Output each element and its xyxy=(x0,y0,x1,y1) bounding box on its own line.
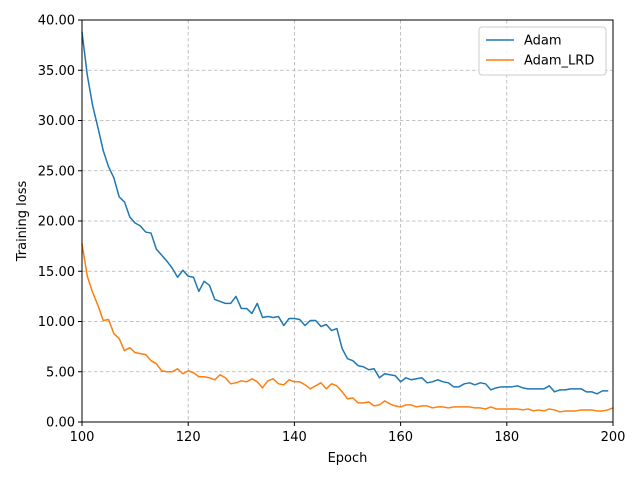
series-layer xyxy=(81,31,614,413)
series-line-adam xyxy=(81,31,609,395)
x-tick-label: 100 xyxy=(70,430,95,445)
y-tick-label: 40.00 xyxy=(38,14,75,29)
y-tick-label: 0.00 xyxy=(46,416,75,431)
grid-layer xyxy=(82,20,613,422)
x-tick-label: 180 xyxy=(494,430,519,445)
x-axis-title: Epoch xyxy=(328,451,368,466)
legend-label: Adam xyxy=(524,34,562,49)
y-axis-title: Training loss xyxy=(15,181,30,263)
tick-layer: 100 120 140 160 180 200 0.00 5.00 10.00 15.00 20.0… xyxy=(38,14,626,446)
legend-box xyxy=(478,26,607,76)
y-tick-label: 20.00 xyxy=(38,215,75,230)
x-tick-label: 140 xyxy=(282,430,307,445)
y-tick-label: 25.00 xyxy=(38,164,75,179)
x-tick-label: 200 xyxy=(601,430,626,445)
y-tick-label: 10.00 xyxy=(38,315,75,330)
x-tick-label: 160 xyxy=(388,430,413,445)
y-tick-label: 15.00 xyxy=(38,265,75,280)
y-tick-label: 30.00 xyxy=(38,114,75,129)
series-line-adam-lrd xyxy=(81,243,614,413)
x-tick-label: 120 xyxy=(176,430,201,445)
y-tick-label: 35.00 xyxy=(38,64,75,79)
y-tick-label: 5.00 xyxy=(46,365,75,380)
legend: Adam Adam_LRD xyxy=(478,26,607,76)
legend-label: Adam_LRD xyxy=(524,54,594,69)
